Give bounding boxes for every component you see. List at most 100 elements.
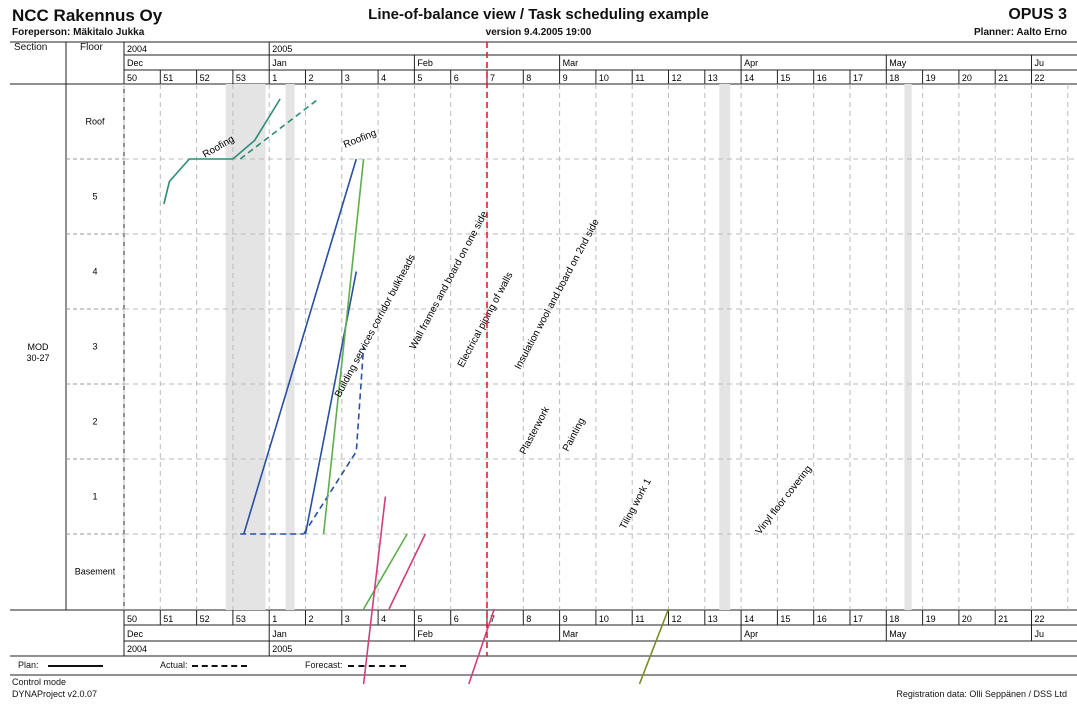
week-tick-label: 50 (127, 73, 137, 83)
week-tick-label: 22 (1035, 73, 1045, 83)
month-label: Apr (744, 629, 758, 639)
month-label: May (889, 629, 907, 639)
month-label: Mar (563, 629, 579, 639)
week-tick-label: 2 (309, 73, 314, 83)
week-tick-label: 15 (780, 73, 790, 83)
legend-actual: Actual: (160, 660, 188, 670)
month-label: Feb (417, 58, 433, 68)
company-name: NCC Rakennus Oy (12, 6, 163, 25)
series-line (362, 496, 387, 685)
week-tick-label: 51 (163, 614, 173, 624)
section-header: Section (14, 42, 48, 53)
floor-header: Floor (80, 42, 103, 53)
week-tick-label: 19 (926, 614, 936, 624)
week-tick-label: 13 (708, 73, 718, 83)
legend-plan: Plan: (18, 660, 39, 670)
shade-band (719, 84, 731, 610)
week-tick-label: 20 (962, 73, 972, 83)
week-tick-label: 1 (272, 614, 277, 624)
week-tick-label: 15 (780, 614, 790, 624)
week-tick-label: 6 (454, 73, 459, 83)
control-mode: Control mode (12, 677, 67, 687)
week-tick-label: 18 (889, 614, 899, 624)
week-tick-label: 11 (635, 73, 644, 83)
year-label: 2004 (127, 644, 147, 654)
task-label: Electrical piping of walls (456, 271, 516, 370)
week-tick-label: 22 (1035, 614, 1045, 624)
year-label: 2005 (272, 644, 292, 654)
series-line (239, 99, 317, 160)
task-label: Vinyl floor covering (754, 464, 815, 537)
week-tick-label: 9 (563, 614, 568, 624)
week-tick-label: 2 (309, 614, 314, 624)
legend-plan-line (48, 665, 103, 667)
week-tick-label: 5 (417, 73, 422, 83)
week-tick-label: 16 (817, 73, 827, 83)
week-tick-label: 17 (853, 73, 863, 83)
week-tick-label: 52 (200, 614, 210, 624)
planner: Planner: Aalto Erno (974, 27, 1067, 38)
legend-forecast: Forecast: (305, 660, 343, 670)
week-tick-label: 14 (744, 614, 754, 624)
week-tick-label: 6 (454, 614, 459, 624)
series-line (304, 271, 358, 535)
section-label: MOD (28, 342, 49, 352)
week-tick-label: 20 (962, 614, 972, 624)
week-tick-label: 21 (998, 614, 1008, 624)
week-tick-label: 10 (599, 73, 609, 83)
week-tick-label: 7 (490, 614, 495, 624)
week-tick-label: 4 (381, 73, 386, 83)
year-label: 2005 (272, 44, 292, 54)
month-label: Mar (563, 58, 579, 68)
week-tick-label: 3 (345, 614, 350, 624)
floor-label: 5 (92, 192, 97, 202)
month-label: Jan (272, 58, 287, 68)
week-tick-label: 7 (490, 73, 495, 83)
task-label: Roofing (342, 128, 378, 151)
floor-label: 4 (92, 267, 97, 277)
week-tick-label: 53 (236, 73, 246, 83)
series-line (388, 533, 427, 610)
week-tick-label: 18 (889, 73, 899, 83)
series-line (362, 533, 408, 610)
week-tick-label: 4 (381, 614, 386, 624)
month-label: Jan (272, 629, 287, 639)
week-tick-label: 9 (563, 73, 568, 83)
floor-label: Basement (75, 567, 116, 577)
month-label: May (889, 58, 907, 68)
week-tick-label: 8 (526, 73, 531, 83)
week-tick-label: 13 (708, 614, 718, 624)
task-label: Tiling work 1 (618, 477, 654, 532)
month-label: Ju (1035, 629, 1045, 639)
week-tick-label: 1 (272, 73, 277, 83)
year-label: 2004 (127, 44, 147, 54)
series-line (468, 608, 496, 685)
series-line (322, 158, 365, 535)
registration: Registration data: Olli Seppänen / DSS L… (896, 689, 1067, 699)
series-line (163, 98, 281, 205)
section-label: 30-27 (26, 353, 49, 363)
floor-label: Roof (85, 117, 105, 127)
shade-band (225, 84, 266, 610)
shade-band (904, 84, 912, 610)
page-title: Line-of-balance view / Task scheduling e… (368, 6, 709, 23)
month-label: Apr (744, 58, 758, 68)
week-tick-label: 8 (526, 614, 531, 624)
month-label: Ju (1035, 58, 1045, 68)
month-label: Dec (127, 58, 144, 68)
floor-label: 3 (92, 342, 97, 352)
version-text: version 9.4.2005 19:00 (485, 27, 592, 38)
week-tick-label: 3 (345, 73, 350, 83)
week-tick-label: 10 (599, 614, 609, 624)
week-tick-label: 50 (127, 614, 137, 624)
series-line (243, 158, 358, 535)
legend-actual-line (192, 665, 247, 667)
app-version: DYNAProject v2.0.07 (12, 689, 98, 699)
series-line (303, 346, 365, 535)
task-label: Insulation wool and board on 2nd side (513, 217, 602, 371)
legend-forecast-line (348, 665, 406, 667)
week-tick-label: 11 (635, 614, 644, 624)
app-code: OPUS 3 (1008, 6, 1067, 23)
week-tick-label: 53 (236, 614, 246, 624)
